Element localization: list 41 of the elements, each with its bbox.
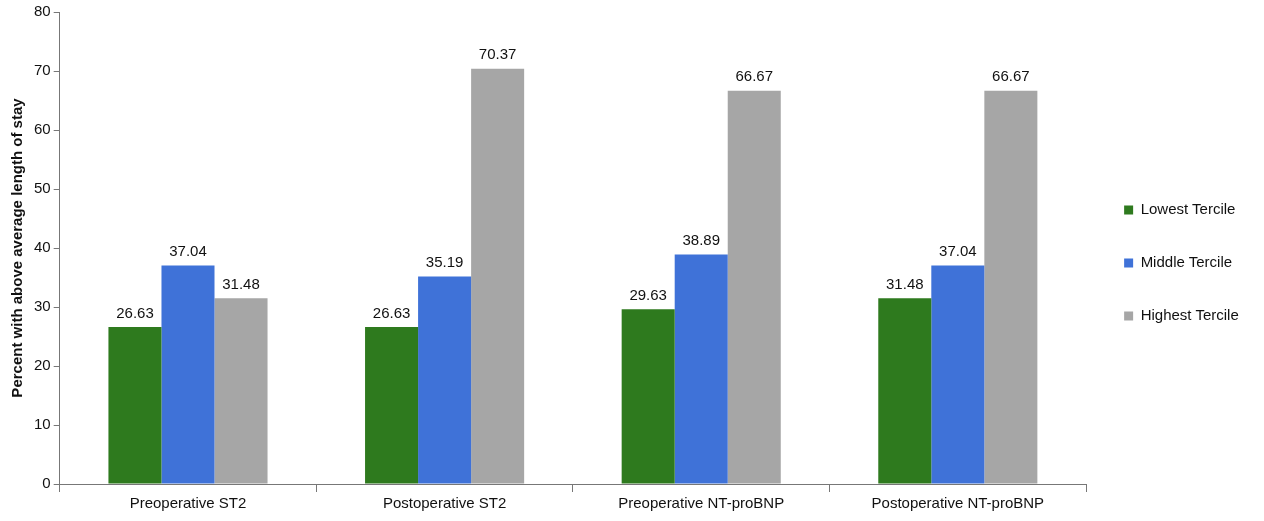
bar (161, 265, 215, 484)
bar (365, 326, 419, 484)
bar (471, 68, 525, 484)
bar (418, 276, 472, 484)
data-label: 31.48 (886, 274, 924, 292)
y-tick-label: 10 (34, 415, 51, 433)
data-label: 37.04 (939, 242, 977, 260)
bar (214, 298, 268, 484)
x-tick-label: Postoperative ST2 (382, 494, 507, 512)
y-tick-label: 70 (34, 61, 51, 79)
bar (931, 265, 985, 484)
y-tick-label: 50 (34, 179, 51, 197)
x-tick-label: Preoperative NT-proBNP (618, 494, 785, 512)
data-label: 31.48 (222, 274, 260, 292)
legend-label: Lowest Tercile (1140, 200, 1236, 218)
data-label: 29.63 (629, 285, 667, 303)
data-label: 38.89 (682, 231, 720, 249)
data-label: 70.37 (478, 45, 517, 63)
bar (878, 298, 932, 484)
bar (984, 90, 1038, 484)
bar (727, 90, 781, 484)
legend-label: Middle Tercile (1140, 253, 1233, 271)
x-tick-label: Preoperative ST2 (129, 494, 247, 512)
data-label: 66.67 (735, 67, 774, 85)
y-axis-title: Percent with above average length of stay (8, 97, 26, 398)
y-tick-label: 60 (34, 120, 51, 138)
legend-label: Highest Tercile (1140, 306, 1239, 324)
data-label: 37.04 (169, 242, 207, 260)
x-tick-label: Postoperative NT-proBNP (871, 494, 1045, 512)
bar (621, 309, 675, 484)
data-label: 35.19 (425, 253, 464, 271)
y-tick-label: 0 (42, 474, 51, 492)
bar (108, 326, 162, 484)
data-label: 26.63 (116, 303, 154, 321)
y-tick-label: 80 (34, 2, 51, 20)
data-label: 26.63 (372, 303, 411, 321)
y-tick-label: 30 (34, 297, 51, 315)
y-tick-label: 40 (34, 238, 51, 256)
data-label: 66.67 (992, 67, 1030, 85)
y-tick-label: 20 (34, 356, 51, 374)
bar (674, 254, 728, 484)
